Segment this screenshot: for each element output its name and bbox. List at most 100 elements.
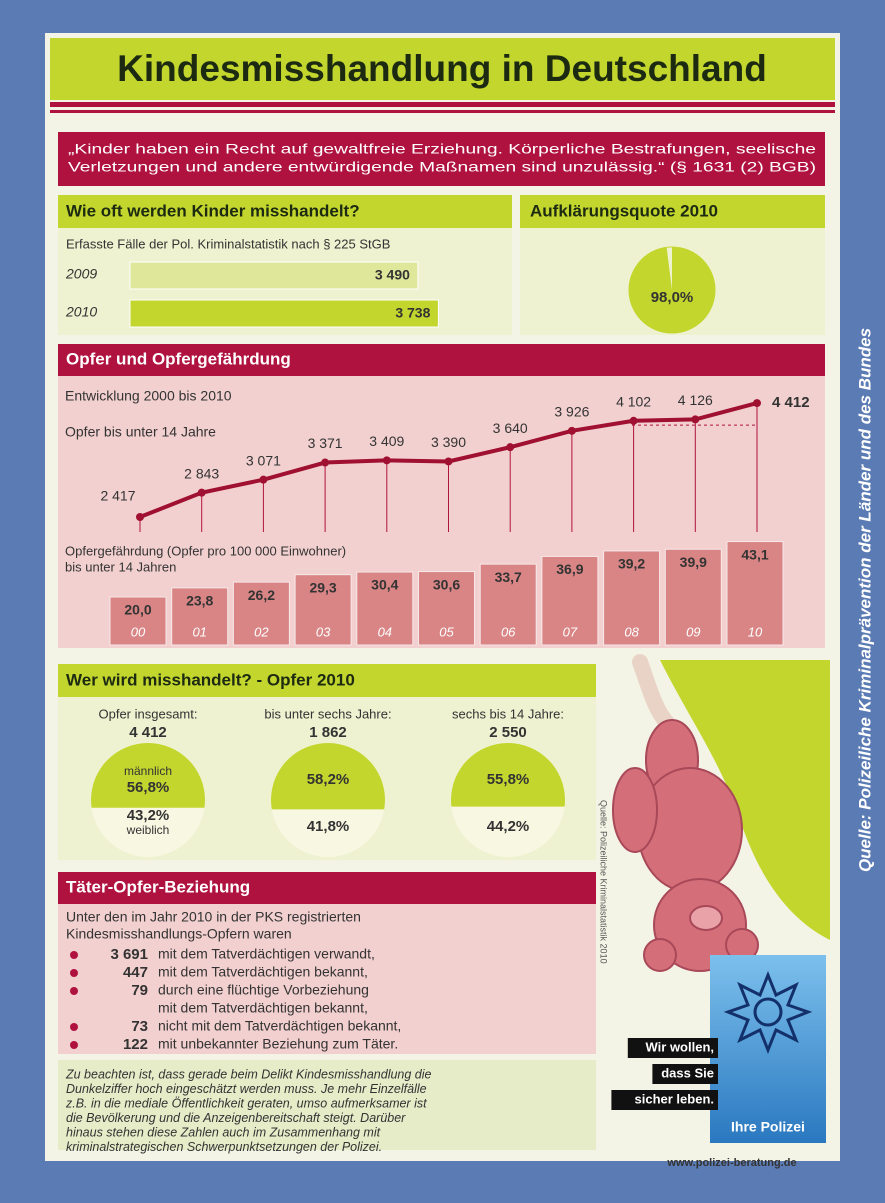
category-label: 00 (131, 624, 146, 639)
point (691, 415, 699, 423)
share-label: 58,2% (307, 771, 350, 788)
police-brand: Ihre Polizei (731, 1119, 805, 1135)
share-label: 44,2% (487, 818, 530, 835)
note-line: die Bevölkerung und die Anzeigenbereitsc… (66, 1111, 406, 1125)
gender-name: weiblich (126, 823, 170, 837)
pie-label: 98,0% (651, 289, 694, 306)
value-label: 4 102 (616, 393, 651, 409)
item-text: mit dem Tatverdächtigen verwandt, (158, 946, 375, 962)
point (445, 457, 453, 465)
item-text: durch eine flüchtige Vorbeziehung (158, 982, 369, 998)
category-label: 02 (254, 624, 269, 639)
point (753, 399, 761, 407)
point (136, 513, 144, 521)
value-label: 4 412 (772, 394, 810, 411)
value-label: 2 843 (184, 465, 219, 481)
note-line: hinaus stehen diese Zahlen auch im Zusam… (66, 1125, 381, 1139)
category-label: 01 (192, 624, 206, 639)
category-label: 03 (316, 624, 331, 639)
title-stripe (50, 110, 835, 113)
subtitle: Erfasste Fälle der Pol. Kriminalstatisti… (66, 236, 390, 251)
section-heading: Wie oft werden Kinder misshandelt? (66, 201, 360, 220)
year-label: 2009 (65, 266, 97, 282)
point (321, 459, 329, 467)
quote-line: „Kinder haben ein Recht auf gewaltfreie … (68, 141, 816, 157)
group-total: 2 550 (489, 724, 527, 741)
share-label: 41,8% (307, 818, 350, 835)
note-line: z.B. in die mediale Öffentlichkeit gerat… (65, 1096, 427, 1110)
quote-line: Verletzungen und andere entwürdigende Ma… (68, 159, 816, 175)
value-label: 3 640 (493, 420, 528, 436)
item-number: 73 (131, 1018, 148, 1035)
bullet (70, 1041, 78, 1049)
subtitle: bis unter 14 Jahren (65, 559, 176, 574)
stats-source: Quelle: Polizeiliche Kriminalstatistik 2… (599, 800, 609, 964)
item-text: mit dem Tatverdächtigen bekannt, (158, 964, 368, 980)
intro-line: Unter den im Jahr 2010 in der PKS regist… (66, 909, 361, 925)
bullet (70, 951, 78, 959)
section-heading: Opfer und Opfergefährdung (66, 349, 291, 368)
source: Quelle: Polizeiliche Kriminalprävention … (855, 328, 874, 872)
value-label: 33,7 (495, 569, 522, 585)
value-label: 39,9 (680, 554, 707, 570)
note-line: kriminalstrategischen Schwerpunktsetzung… (66, 1140, 382, 1154)
group-total: 1 862 (309, 724, 347, 741)
category-label: 10 (748, 624, 763, 639)
series-name: Opfer bis unter 14 Jahre (65, 424, 216, 440)
subtitle: Entwicklung 2000 bis 2010 (65, 388, 232, 404)
section-heading: Täter-Opfer-Beziehung (66, 877, 250, 896)
value-label: 29,3 (309, 579, 336, 595)
bullet (70, 1023, 78, 1031)
infographic: Kindesmisshandlung in Deutschland „Kinder… (0, 0, 885, 1203)
subtitle: Opfergefährdung (Opfer pro 100 000 Einwo… (65, 543, 346, 558)
group-label: sechs bis 14 Jahre: (452, 706, 564, 721)
item-number: 122 (123, 1036, 148, 1053)
title: Kindesmisshandlung in Deutschland (117, 48, 767, 89)
bullet (70, 969, 78, 977)
note-line: Dunkelziffer hoch eingeschätzt werden mu… (66, 1082, 427, 1096)
share-label: 43,2% (127, 807, 170, 824)
item-text: nicht mit dem Tatverdächtigen bekannt, (158, 1018, 401, 1034)
value-label: 3 371 (308, 435, 343, 451)
point (383, 456, 391, 464)
item-number: 3 691 (110, 946, 148, 963)
gender-name: männlich (124, 764, 172, 778)
slogan-line: Wir wollen, (646, 1039, 715, 1054)
page: { "title": "Kindesmisshandlung in Deutsc… (0, 0, 885, 1203)
value-label: 30,6 (433, 576, 460, 592)
value-label: 3 071 (246, 452, 281, 468)
share-label: 55,8% (487, 771, 530, 788)
slogan-line: dass Sie (661, 1065, 714, 1080)
title-stripe (50, 102, 835, 107)
item-number: 447 (123, 964, 148, 981)
value-label: 3 738 (395, 305, 430, 321)
group-total: 4 412 (129, 724, 167, 741)
category-label: 07 (563, 624, 578, 639)
note-line: Zu beachten ist, dass gerade beim Delikt… (65, 1067, 432, 1081)
value-label: 3 490 (375, 267, 410, 283)
website: www.polizei-beratung.de (666, 1157, 796, 1169)
section-heading: Aufklärungsquote 2010 (530, 201, 718, 220)
item-text: mit unbekannter Beziehung zum Täter. (158, 1036, 398, 1052)
slogan-line: sicher leben. (635, 1091, 714, 1106)
point (198, 489, 206, 497)
value-label: 2 417 (100, 488, 135, 504)
point (568, 427, 576, 435)
point (259, 476, 267, 484)
category-label: 04 (378, 624, 392, 639)
category-label: 08 (624, 624, 639, 639)
value-label: 3 409 (369, 433, 404, 449)
group-label: Opfer insgesamt: (99, 706, 198, 721)
category-label: 09 (686, 624, 700, 639)
category-label: 06 (501, 624, 516, 639)
value-label: 39,2 (618, 556, 645, 572)
value-label: 3 390 (431, 434, 466, 450)
share-label: 56,8% (127, 779, 170, 796)
year-label: 2010 (65, 304, 97, 320)
value-label: 36,9 (556, 561, 583, 577)
category-label: 05 (439, 624, 454, 639)
item-number: 79 (131, 982, 148, 999)
bullet (70, 987, 78, 995)
intro-line: Kindesmisshandlungs-Opfern waren (66, 926, 292, 942)
value-label: 3 926 (554, 404, 589, 420)
